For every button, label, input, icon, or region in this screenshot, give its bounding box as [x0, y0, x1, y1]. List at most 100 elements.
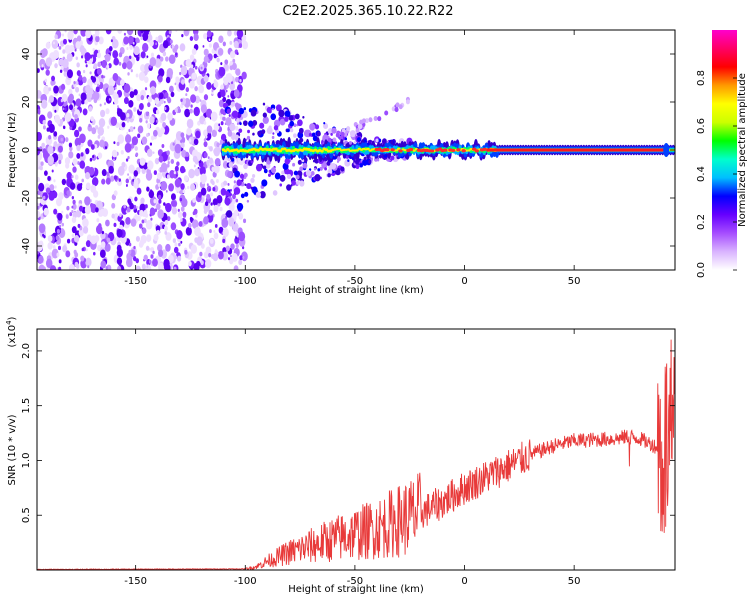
noise-blob: [211, 166, 215, 172]
noise-blob: [165, 76, 171, 84]
noise-blob: [135, 258, 140, 264]
noise-blob: [203, 216, 209, 225]
noise-blob: [123, 97, 129, 105]
noise-blob: [227, 257, 231, 261]
noise-blob: [198, 84, 205, 94]
noise-blob: [188, 168, 195, 179]
noise-blob: [146, 133, 149, 138]
noise-blob: [155, 42, 158, 46]
snr-x-ticks: -150 -100 -50 0 50: [124, 329, 581, 587]
noise-blob: [232, 193, 236, 200]
noise-blob: [225, 245, 230, 252]
noise-blob: [79, 133, 86, 144]
noise-blob: [128, 100, 134, 108]
noise-blob: [65, 137, 69, 143]
transition-blob: [229, 123, 236, 131]
noise-blob: [236, 122, 239, 126]
transition-blob: [390, 155, 395, 161]
noise-blob: [130, 69, 133, 73]
noise-blob: [42, 148, 47, 155]
noise-blob: [218, 66, 226, 77]
noise-blob: [43, 234, 46, 239]
noise-blob: [220, 89, 226, 98]
noise-blob: [136, 187, 142, 195]
noise-blob: [45, 41, 51, 49]
noise-blob: [89, 71, 92, 75]
colorbar: 0.0 0.2 0.4 0.6 0.8 Normalized spectral ampl…: [696, 30, 748, 278]
noise-blob: [149, 142, 153, 146]
noise-blob: [90, 184, 97, 194]
noise-blob: [233, 89, 240, 98]
transition-blob: [327, 173, 331, 178]
noise-blob: [84, 205, 92, 215]
noise-blob: [203, 141, 208, 148]
noise-blob: [77, 223, 81, 228]
noise-blob: [37, 131, 42, 142]
transition-blob: [281, 170, 285, 175]
noise-blob: [113, 222, 117, 228]
transition-blob: [224, 197, 231, 206]
noise-blob: [185, 151, 189, 158]
noise-blob: [225, 116, 232, 126]
noise-blob: [69, 212, 73, 217]
noise-blob: [136, 205, 139, 209]
noise-blob: [168, 183, 174, 192]
noise-blob: [92, 47, 95, 52]
noise-blob: [218, 112, 221, 116]
noise-blob: [154, 97, 160, 105]
noise-blob: [76, 70, 81, 77]
noise-blob: [119, 46, 125, 55]
noise-blob: [139, 103, 144, 110]
noise-blob: [96, 218, 100, 223]
noise-blob: [189, 36, 194, 42]
noise-blob: [63, 71, 68, 77]
noise-blob: [209, 145, 213, 152]
noise-blob: [80, 30, 87, 37]
noise-blob: [141, 219, 145, 224]
transition-blob: [292, 162, 296, 167]
noise-blob: [40, 161, 44, 166]
noise-blob: [66, 52, 73, 62]
noise-blob: [51, 75, 56, 82]
noise-blob: [199, 251, 203, 257]
noise-blob: [168, 54, 176, 65]
noise-blob: [183, 30, 190, 37]
noise-blob: [222, 238, 226, 244]
harmonic-blob: [335, 132, 340, 138]
noise-blob: [190, 244, 198, 254]
noise-blob: [69, 44, 75, 52]
noise-blob: [243, 218, 247, 224]
transition-blob: [246, 183, 252, 190]
signal-end-blip: [663, 143, 670, 157]
transition-blob: [247, 129, 251, 134]
noise-blob: [235, 198, 239, 203]
transition-blob: [311, 132, 316, 137]
noise-blob: [110, 175, 115, 182]
noise-blob: [69, 146, 73, 152]
noise-blob: [49, 265, 57, 270]
noise-blob: [67, 30, 74, 41]
noise-blob: [203, 33, 208, 40]
noise-blob: [241, 71, 247, 80]
noise-blob: [126, 30, 134, 36]
y-tick-label: -40: [21, 238, 32, 254]
noise-blob: [180, 206, 185, 212]
noise-blob: [53, 131, 58, 137]
transition-blob: [305, 169, 312, 177]
transition-blob: [240, 193, 245, 199]
signal-band-yellow: [278, 149, 283, 153]
noise-blob: [138, 71, 146, 81]
noise-blob: [117, 166, 125, 176]
noise-blob: [51, 169, 54, 173]
noise-blob: [188, 222, 192, 229]
noise-blob: [118, 61, 122, 66]
noise-blob: [142, 32, 149, 41]
transition-blob: [284, 158, 291, 165]
noise-blob: [198, 221, 203, 227]
noise-blob: [148, 259, 152, 264]
noise-blob: [188, 138, 192, 143]
colorbar-tick-label: 0.2: [696, 214, 707, 230]
transition-blob: [272, 107, 275, 111]
noise-blob: [146, 55, 149, 59]
noise-blob: [148, 190, 155, 199]
